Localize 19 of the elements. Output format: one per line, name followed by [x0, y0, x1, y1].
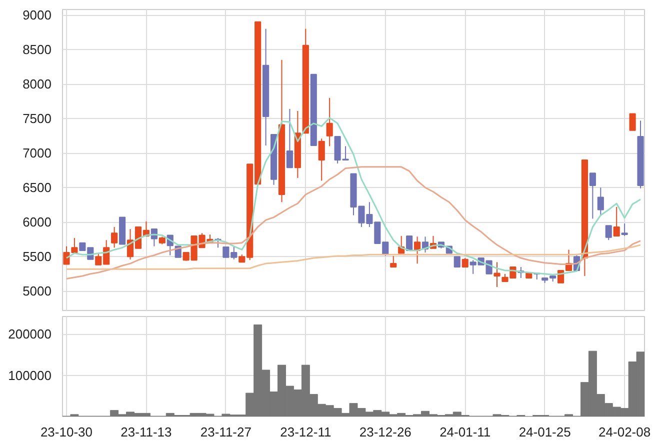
- y-tick-label: 8500: [22, 42, 52, 58]
- y-tick-label: 7000: [22, 146, 52, 161]
- x-tick-label: 23-11-13: [120, 424, 172, 440]
- y-tick-label: 9000: [22, 8, 52, 23]
- y-tick-label: 8000: [22, 76, 52, 92]
- x-tick-label: 24-01-11: [440, 424, 491, 440]
- y-tick-label: 100000: [8, 368, 52, 383]
- y-tick-label: 5000: [22, 284, 52, 299]
- y-tick-label: 200000: [8, 326, 52, 342]
- x-tick-label: 23-11-27: [200, 424, 252, 440]
- x-tick-label: 23-10-30: [40, 424, 93, 440]
- y-tick-label: 5500: [22, 249, 52, 264]
- x-tick-label: 24-02-08: [598, 424, 651, 440]
- x-tick-label: 23-12-26: [359, 424, 412, 440]
- y-tick-label: 6000: [22, 214, 52, 230]
- x-tick-label: 23-12-11: [280, 424, 332, 440]
- y-tick-label: 6500: [22, 180, 52, 196]
- x-tick-label: 24-01-25: [518, 424, 571, 440]
- y-tick-label: 7500: [22, 111, 52, 126]
